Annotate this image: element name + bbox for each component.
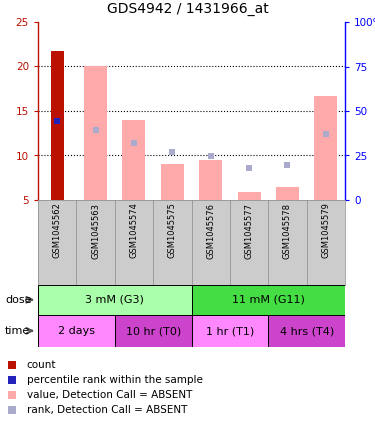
Bar xyxy=(192,285,345,315)
Text: GSM1045563: GSM1045563 xyxy=(91,203,100,258)
Bar xyxy=(199,160,222,200)
Text: GDS4942 / 1431966_at: GDS4942 / 1431966_at xyxy=(106,2,268,16)
Text: GSM1045562: GSM1045562 xyxy=(53,203,62,258)
Text: GSM1045576: GSM1045576 xyxy=(206,203,215,258)
Bar xyxy=(314,96,338,200)
Text: value, Detection Call = ABSENT: value, Detection Call = ABSENT xyxy=(27,390,192,400)
Bar xyxy=(38,315,115,347)
Text: GSM1045575: GSM1045575 xyxy=(168,203,177,258)
Bar xyxy=(122,120,146,200)
Text: GSM1045578: GSM1045578 xyxy=(283,203,292,258)
Text: 4 hrs (T4): 4 hrs (T4) xyxy=(279,326,334,336)
Bar xyxy=(38,285,192,315)
Text: 11 mM (G11): 11 mM (G11) xyxy=(232,295,304,305)
Text: percentile rank within the sample: percentile rank within the sample xyxy=(27,375,202,385)
Text: rank, Detection Call = ABSENT: rank, Detection Call = ABSENT xyxy=(27,405,187,415)
Text: GSM1045579: GSM1045579 xyxy=(321,203,330,258)
Bar xyxy=(51,51,63,200)
Bar xyxy=(268,315,345,347)
Text: 2 days: 2 days xyxy=(58,326,95,336)
Text: count: count xyxy=(27,360,56,370)
Text: GSM1045577: GSM1045577 xyxy=(244,203,254,258)
Text: GSM1045574: GSM1045574 xyxy=(129,203,138,258)
Text: 10 hr (T0): 10 hr (T0) xyxy=(126,326,181,336)
Text: 3 mM (G3): 3 mM (G3) xyxy=(85,295,144,305)
Bar xyxy=(237,192,261,200)
Bar xyxy=(276,187,299,200)
Bar xyxy=(84,66,107,200)
Text: 1 hr (T1): 1 hr (T1) xyxy=(206,326,254,336)
Text: time: time xyxy=(5,326,30,336)
Bar xyxy=(161,165,184,200)
Text: dose: dose xyxy=(5,295,32,305)
Bar xyxy=(115,315,192,347)
Bar xyxy=(192,315,268,347)
